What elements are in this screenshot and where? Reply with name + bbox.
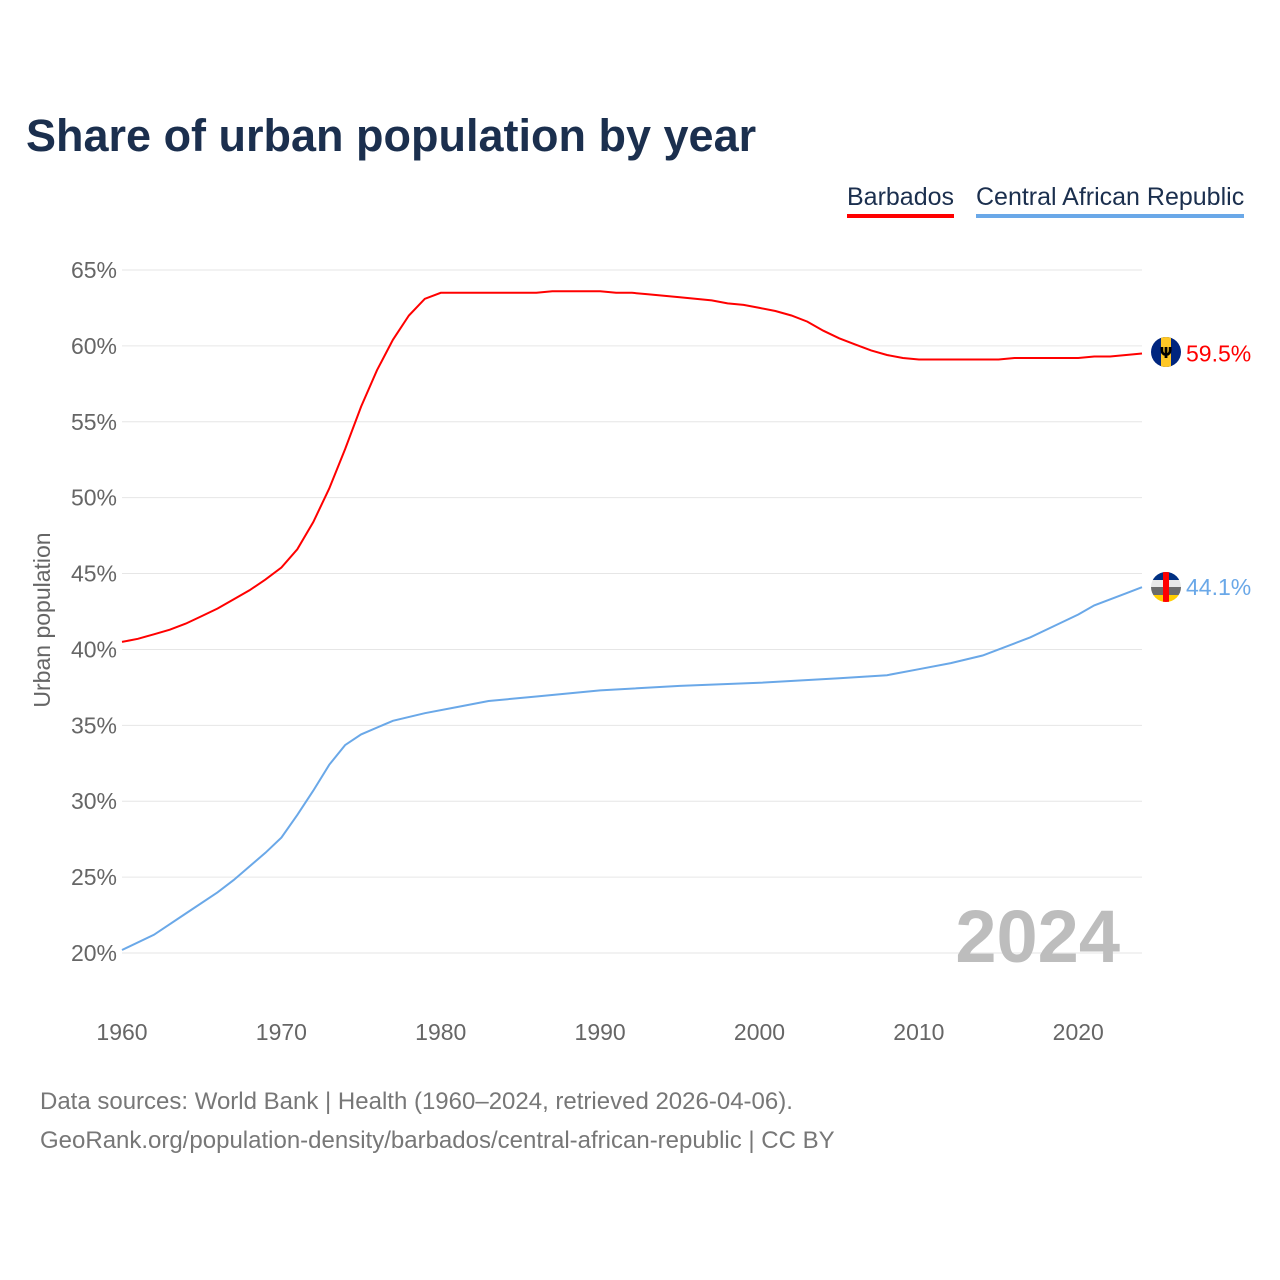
y-tick-label: 45% <box>71 561 117 587</box>
y-tick-label: 60% <box>71 333 117 359</box>
x-tick-label: 2010 <box>893 1019 944 1045</box>
y-axis-label: Urban population <box>29 532 55 707</box>
x-tick-label: 2000 <box>734 1019 785 1045</box>
year-watermark: 2024 <box>955 895 1120 978</box>
chart-title: Share of urban population by year <box>26 110 757 161</box>
barbados-flag-icon: Ψ <box>1151 337 1181 367</box>
x-tick-label: 2020 <box>1053 1019 1104 1045</box>
y-tick-label: 35% <box>71 712 117 738</box>
svg-text:Ψ: Ψ <box>1160 344 1173 362</box>
y-tick-label: 25% <box>71 864 117 890</box>
end-value-label: 59.5% <box>1186 340 1251 366</box>
y-tick-label: 55% <box>71 409 117 435</box>
series-line-barbados[interactable] <box>121 290 1143 643</box>
x-tick-label: 1970 <box>256 1019 307 1045</box>
source-line-1: Data sources: World Bank | Health (1960–… <box>40 1088 793 1115</box>
legend-barbados[interactable]: Barbados <box>847 183 955 218</box>
y-tick-label: 40% <box>71 636 117 662</box>
end-value-label: 44.1% <box>1186 574 1251 600</box>
x-tick-label: 1990 <box>575 1019 626 1045</box>
y-tick-label: 30% <box>71 788 117 814</box>
source-line-2[interactable]: GeoRank.org/population-density/barbados/… <box>40 1127 835 1154</box>
y-tick-label: 50% <box>71 485 117 511</box>
central-african-republic-flag-icon <box>1151 572 1181 602</box>
y-tick-label: 20% <box>71 940 117 966</box>
x-tick-label: 1960 <box>96 1019 147 1045</box>
legend-central-african-republic[interactable]: Central African Republic <box>976 183 1245 218</box>
series-line-central-african-republic[interactable] <box>121 586 1143 951</box>
y-tick-label: 65% <box>71 257 117 283</box>
x-tick-label: 1980 <box>415 1019 466 1045</box>
